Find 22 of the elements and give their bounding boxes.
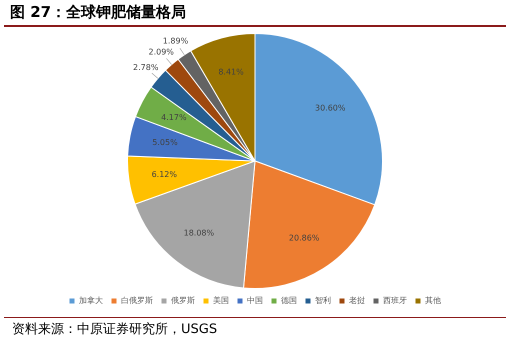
legend-label: 老挝 <box>349 296 365 306</box>
legend-label: 俄罗斯 <box>171 296 195 306</box>
legend-label: 其他 <box>425 296 441 306</box>
legend-label: 美国 <box>213 296 229 306</box>
data-label: 6.12% <box>152 170 178 180</box>
data-label: 8.41% <box>218 67 244 76</box>
legend-label: 智利 <box>315 296 331 306</box>
data-label: 1.89% <box>162 36 189 46</box>
data-label: 20.86% <box>288 234 320 243</box>
legend-label: 西班牙 <box>383 296 407 306</box>
data-label: 2.78% <box>133 63 159 72</box>
legend-label: 德国 <box>281 296 297 306</box>
data-label: 2.09% <box>148 47 174 56</box>
data-label: 5.05% <box>152 138 178 148</box>
data-label: 4.17% <box>161 113 187 122</box>
data-label: 30.60% <box>314 103 346 112</box>
legend-label: 加拿大 <box>79 296 103 306</box>
legend-label: 白俄罗斯 <box>121 296 153 306</box>
text: 资料来源：中原证券研究所，USGS <box>4 317 506 338</box>
data-label: 18.08% <box>184 228 215 238</box>
chart-title: 图 27：全球钾肥储量格局 <box>4 0 506 27</box>
legend-label: 中国 <box>247 296 263 306</box>
